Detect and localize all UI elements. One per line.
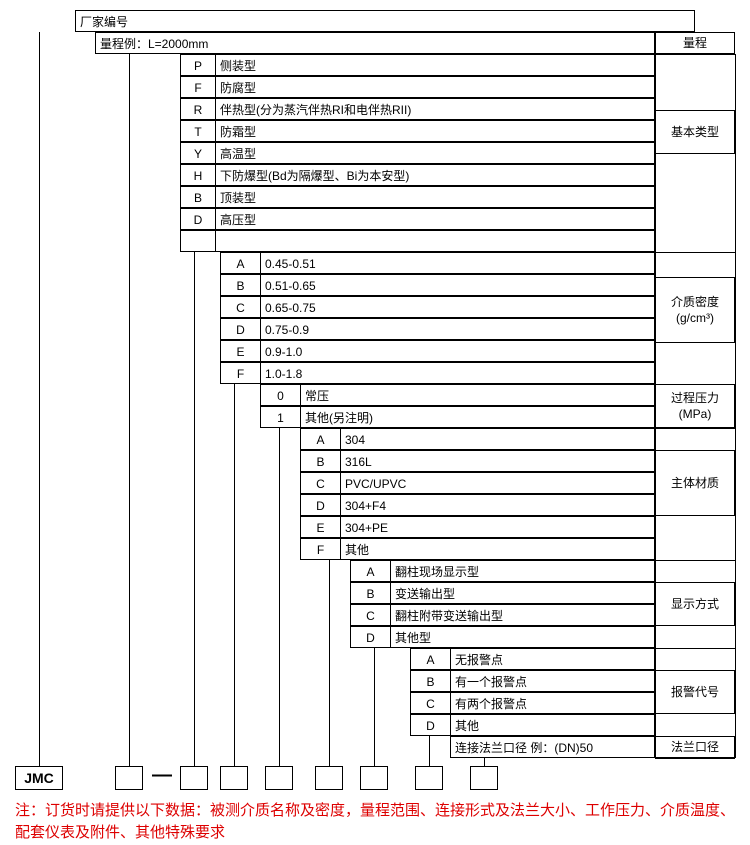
category-label: 过程压力 (MPa) [655,384,735,428]
code-cell: R [180,98,216,120]
code-cell: F [180,76,216,98]
code-cell: D [350,626,391,648]
code-cell: B [410,670,451,692]
desc-cell: 其他 [340,538,655,560]
range-example-header: 量程例：L=2000mm [95,32,655,54]
code-cell: A [300,428,341,450]
desc-cell: 变送输出型 [390,582,655,604]
desc-cell: 顶装型 [215,186,655,208]
desc-cell: 其他 [450,714,655,736]
code-box-4 [315,766,343,790]
code-box-2 [220,766,248,790]
desc-cell: 1.0-1.8 [260,362,655,384]
code-cell: E [300,516,341,538]
desc-cell: 高压型 [215,208,655,230]
desc-cell: 其他(另注明) [300,406,655,428]
code-cell: A [410,648,451,670]
code-box-7 [470,766,498,790]
jmc-box: JMC [15,766,63,790]
desc-cell: 0.75-0.9 [260,318,655,340]
category-label: 主体材质 [655,450,735,516]
code-box-1 [180,766,208,790]
category-label: 显示方式 [655,582,735,626]
range-catlabel: 量程 [655,32,735,54]
dash-separator: — [152,764,172,787]
desc-cell: 翻柱现场显示型 [390,560,655,582]
flange-catlabel: 法兰口径 [655,736,735,758]
code-cell: T [180,120,216,142]
code-cell: B [180,186,216,208]
desc-cell: 翻柱附带变送输出型 [390,604,655,626]
code-cell: A [350,560,391,582]
code-cell: C [350,604,391,626]
category-label: 介质密度 (g/cm³) [655,277,735,343]
code-cell: Y [180,142,216,164]
desc-cell: 无报警点 [450,648,655,670]
desc-cell: 有一个报警点 [450,670,655,692]
desc-cell: 0.45-0.51 [260,252,655,274]
code-cell: D [180,208,216,230]
desc-cell: 防霜型 [215,120,655,142]
desc-cell: 伴热型(分为蒸汽伴热RI和电伴热RII) [215,98,655,120]
desc-cell: PVC/UPVC [340,472,655,494]
code-cell: D [410,714,451,736]
desc-cell: 有两个报警点 [450,692,655,714]
code-cell: F [220,362,261,384]
desc-cell: 304 [340,428,655,450]
code-cell: E [220,340,261,362]
code-box-5 [360,766,388,790]
desc-cell: 304+PE [340,516,655,538]
desc-cell: 304+F4 [340,494,655,516]
desc-cell: 高温型 [215,142,655,164]
desc-cell: 侧装型 [215,54,655,76]
code-cell: H [180,164,216,186]
code-cell: P [180,54,216,76]
desc-cell: 0.65-0.75 [260,296,655,318]
desc-cell [215,230,655,252]
code-cell: C [410,692,451,714]
category-label: 报警代号 [655,670,735,714]
code-cell [180,230,216,252]
desc-cell: 下防爆型(Bd为隔爆型、Bi为本安型) [215,164,655,186]
code-box-0 [115,766,143,790]
code-cell: A [220,252,261,274]
code-cell: 1 [260,406,301,428]
code-cell: B [300,450,341,472]
code-cell: 0 [260,384,301,406]
ordering-code-diagram: 厂家编号量程例：L=2000mm量程P侧装型F防腐型R伴热型(分为蒸汽伴热RI和… [10,10,740,835]
code-box-3 [265,766,293,790]
manufacturer-code-header: 厂家编号 [75,10,695,32]
code-cell: F [300,538,341,560]
desc-cell: 防腐型 [215,76,655,98]
code-box-6 [415,766,443,790]
ordering-footnote: 注：订货时请提供以下数据：被测介质名称及密度，量程范围、连接形式及法兰大小、工作… [15,800,735,844]
desc-cell: 316L [340,450,655,472]
desc-cell: 其他型 [390,626,655,648]
desc-cell: 0.9-1.0 [260,340,655,362]
code-cell: C [220,296,261,318]
desc-cell: 常压 [300,384,655,406]
flange-row: 连接法兰口径 例：(DN)50 [450,736,655,758]
code-cell: B [220,274,261,296]
code-cell: D [220,318,261,340]
code-cell: B [350,582,391,604]
category-label: 基本类型 [655,110,735,154]
code-cell: C [300,472,341,494]
code-cell: D [300,494,341,516]
desc-cell: 0.51-0.65 [260,274,655,296]
